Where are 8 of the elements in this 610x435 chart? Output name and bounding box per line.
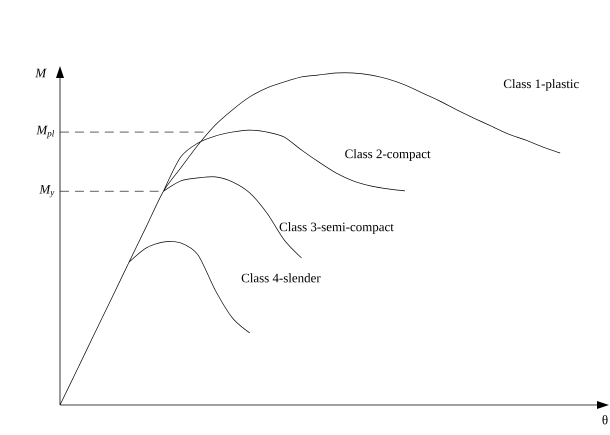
ref-line-label: M$_{pl}$ [36, 126, 54, 138]
x-axis-title: θ [602, 415, 608, 424]
ref-line-label: M$_{y}$ [39, 185, 54, 198]
text: Class 4-slender [242, 273, 321, 282]
series-label: Class 3-semi-compact [280, 222, 394, 234]
y-axis-title: M [35, 68, 47, 78]
text: Class 1-plastic [504, 79, 579, 91]
series-label: Class 2-compact [345, 149, 431, 161]
